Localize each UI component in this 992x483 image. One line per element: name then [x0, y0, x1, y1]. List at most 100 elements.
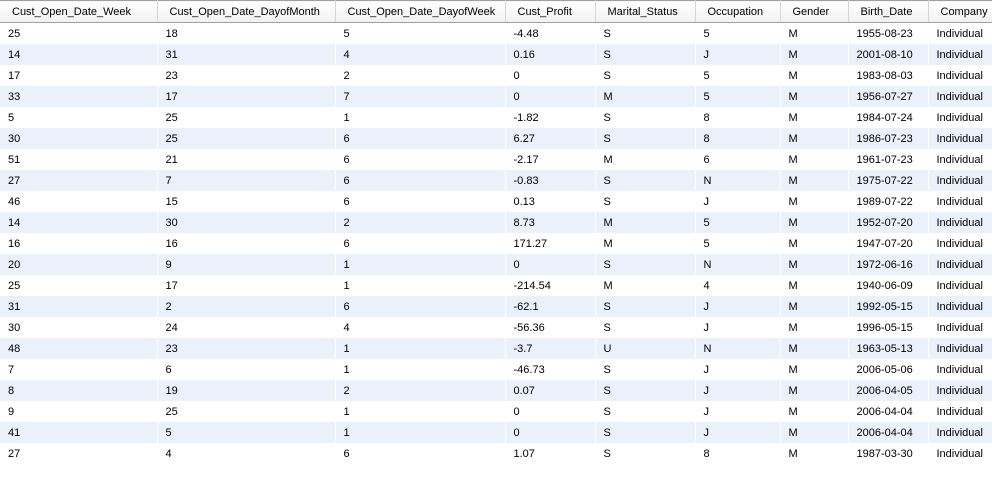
cell-cust-open-date-week[interactable]: 46 — [0, 191, 158, 212]
cell-cust-open-date-dayofweek[interactable]: 6 — [335, 128, 506, 149]
cell-gender[interactable]: M — [780, 191, 849, 212]
cell-company[interactable]: Individual — [928, 22, 992, 44]
cell-cust-open-date-dayofweek[interactable]: 1 — [335, 422, 506, 443]
table-row[interactable]: 20 9 1 0 S N M 1972-06-16 Individual — [0, 254, 992, 275]
cell-company[interactable]: Individual — [928, 107, 992, 128]
column-header-gender[interactable]: Gender — [780, 0, 849, 23]
cell-company[interactable]: Individual — [928, 422, 992, 443]
cell-marital-status[interactable]: S — [595, 128, 696, 149]
table-row[interactable]: 14 30 2 8.73 M 5 M 1952-07-20 Individual — [0, 212, 992, 233]
table-row[interactable]: 7 6 1 -46.73 S J M 2006-05-06 Individual — [0, 359, 992, 380]
cell-cust-open-date-dayofweek[interactable]: 2 — [335, 212, 506, 233]
cell-cust-open-date-dayofweek[interactable]: 1 — [335, 275, 506, 296]
table-row[interactable]: 16 16 6 171.27 M 5 M 1947-07-20 Individual — [0, 233, 992, 254]
cell-company[interactable]: Individual — [928, 317, 992, 338]
cell-cust-open-date-dayofmonth[interactable]: 5 — [157, 422, 336, 443]
cell-company[interactable]: Individual — [928, 128, 992, 149]
cell-company[interactable]: Individual — [928, 380, 992, 401]
cell-gender[interactable]: M — [780, 149, 849, 170]
table-row[interactable]: 27 4 6 1.07 S 8 M 1987-03-30 Individual — [0, 443, 992, 464]
cell-gender[interactable]: M — [780, 317, 849, 338]
cell-marital-status[interactable]: S — [595, 317, 696, 338]
cell-cust-open-date-dayofweek[interactable]: 2 — [335, 380, 506, 401]
cell-marital-status[interactable]: S — [595, 443, 696, 464]
cell-marital-status[interactable]: S — [595, 422, 696, 443]
cell-gender[interactable]: M — [780, 107, 849, 128]
cell-occupation[interactable]: 5 — [695, 233, 781, 254]
column-header-birth-date[interactable]: Birth_Date — [848, 0, 929, 23]
cell-gender[interactable]: M — [780, 359, 849, 380]
cell-cust-open-date-dayofmonth[interactable]: 24 — [157, 317, 336, 338]
cell-cust-open-date-week[interactable]: 33 — [0, 86, 158, 107]
cell-cust-open-date-dayofweek[interactable]: 4 — [335, 44, 506, 65]
cell-marital-status[interactable]: S — [595, 22, 696, 44]
cell-cust-open-date-dayofmonth[interactable]: 23 — [157, 338, 336, 359]
cell-cust-open-date-week[interactable]: 51 — [0, 149, 158, 170]
cell-marital-status[interactable]: M — [595, 86, 696, 107]
cell-occupation[interactable]: J — [695, 44, 781, 65]
cell-occupation[interactable]: 6 — [695, 149, 781, 170]
cell-birth-date[interactable]: 1972-06-16 — [848, 254, 929, 275]
cell-cust-profit[interactable]: 0 — [505, 86, 596, 107]
cell-birth-date[interactable]: 2006-05-06 — [848, 359, 929, 380]
cell-cust-profit[interactable]: -1.82 — [505, 107, 596, 128]
cell-gender[interactable]: M — [780, 338, 849, 359]
table-row[interactable]: 17 23 2 0 S 5 M 1983-08-03 Individual — [0, 65, 992, 86]
cell-birth-date[interactable]: 1975-07-22 — [848, 170, 929, 191]
cell-birth-date[interactable]: 1963-05-13 — [848, 338, 929, 359]
cell-occupation[interactable]: J — [695, 380, 781, 401]
cell-company[interactable]: Individual — [928, 170, 992, 191]
cell-birth-date[interactable]: 2006-04-04 — [848, 422, 929, 443]
table-row[interactable]: 9 25 1 0 S J M 2006-04-04 Individual — [0, 401, 992, 422]
cell-company[interactable]: Individual — [928, 359, 992, 380]
cell-marital-status[interactable]: S — [595, 107, 696, 128]
cell-cust-open-date-dayofmonth[interactable]: 25 — [157, 107, 336, 128]
cell-company[interactable]: Individual — [928, 86, 992, 107]
cell-cust-open-date-dayofmonth[interactable]: 23 — [157, 65, 336, 86]
cell-birth-date[interactable]: 1986-07-23 — [848, 128, 929, 149]
cell-company[interactable]: Individual — [928, 296, 992, 317]
cell-gender[interactable]: M — [780, 65, 849, 86]
cell-cust-profit[interactable]: 171.27 — [505, 233, 596, 254]
cell-cust-open-date-dayofweek[interactable]: 2 — [335, 65, 506, 86]
table-row[interactable]: 30 24 4 -56.36 S J M 1996-05-15 Individual — [0, 317, 992, 338]
cell-birth-date[interactable]: 1983-08-03 — [848, 65, 929, 86]
cell-cust-open-date-dayofmonth[interactable]: 15 — [157, 191, 336, 212]
column-header-occupation[interactable]: Occupation — [695, 0, 781, 23]
cell-cust-profit[interactable]: 8.73 — [505, 212, 596, 233]
cell-birth-date[interactable]: 1956-07-27 — [848, 86, 929, 107]
column-header-cust-open-date-week[interactable]: Cust_Open_Date_Week — [0, 0, 158, 23]
cell-cust-open-date-dayofmonth[interactable]: 21 — [157, 149, 336, 170]
table-row[interactable]: 25 17 1 -214.54 M 4 M 1940-06-09 Individual — [0, 275, 992, 296]
cell-cust-open-date-week[interactable]: 25 — [0, 22, 158, 44]
cell-cust-open-date-dayofweek[interactable]: 7 — [335, 86, 506, 107]
table-row[interactable]: 41 5 1 0 S J M 2006-04-04 Individual — [0, 422, 992, 443]
cell-cust-open-date-week[interactable]: 14 — [0, 44, 158, 65]
cell-cust-open-date-dayofweek[interactable]: 6 — [335, 296, 506, 317]
table-row[interactable]: 5 25 1 -1.82 S 8 M 1984-07-24 Individual — [0, 107, 992, 128]
cell-cust-open-date-week[interactable]: 9 — [0, 401, 158, 422]
cell-occupation[interactable]: 8 — [695, 443, 781, 464]
cell-marital-status[interactable]: S — [595, 380, 696, 401]
column-header-cust-profit[interactable]: Cust_Profit — [505, 0, 596, 23]
cell-cust-open-date-dayofmonth[interactable]: 30 — [157, 212, 336, 233]
cell-birth-date[interactable]: 1952-07-20 — [848, 212, 929, 233]
cell-cust-open-date-dayofmonth[interactable]: 17 — [157, 275, 336, 296]
table-row[interactable]: 8 19 2 0.07 S J M 2006-04-05 Individual — [0, 380, 992, 401]
cell-birth-date[interactable]: 1940-06-09 — [848, 275, 929, 296]
cell-cust-open-date-dayofweek[interactable]: 1 — [335, 107, 506, 128]
column-header-marital-status[interactable]: Marital_Status — [595, 0, 696, 23]
cell-gender[interactable]: M — [780, 254, 849, 275]
cell-cust-profit[interactable]: 6.27 — [505, 128, 596, 149]
cell-gender[interactable]: M — [780, 86, 849, 107]
cell-marital-status[interactable]: M — [595, 149, 696, 170]
cell-gender[interactable]: M — [780, 22, 849, 44]
table-row[interactable]: 14 31 4 0.16 S J M 2001-08-10 Individual — [0, 44, 992, 65]
cell-occupation[interactable]: J — [695, 422, 781, 443]
column-header-company[interactable]: Company — [928, 0, 992, 23]
cell-cust-open-date-dayofmonth[interactable]: 31 — [157, 44, 336, 65]
cell-cust-open-date-dayofmonth[interactable]: 2 — [157, 296, 336, 317]
cell-birth-date[interactable]: 1996-05-15 — [848, 317, 929, 338]
cell-cust-open-date-dayofmonth[interactable]: 9 — [157, 254, 336, 275]
cell-marital-status[interactable]: S — [595, 296, 696, 317]
